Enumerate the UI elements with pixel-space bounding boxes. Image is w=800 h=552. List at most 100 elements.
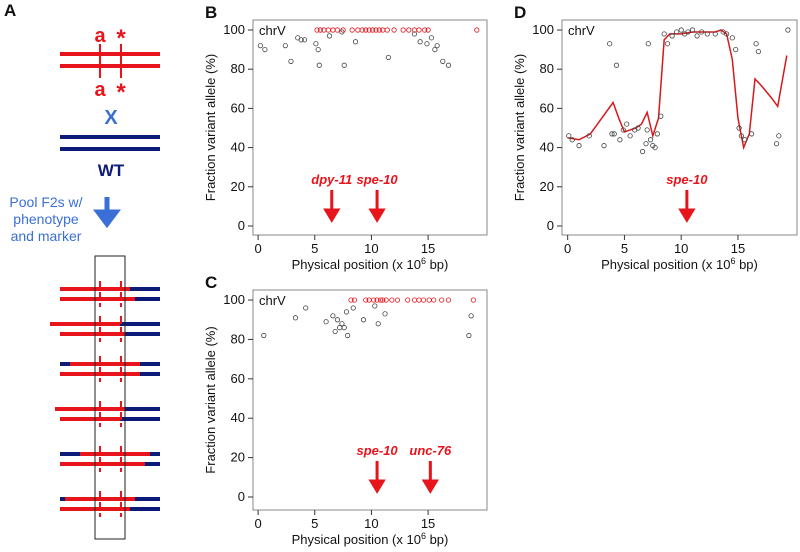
chromosome — [140, 372, 160, 376]
point — [292, 315, 299, 321]
point — [694, 33, 700, 39]
x-axis-label-part: bp) — [426, 257, 448, 272]
y-axis-label: Fraction variant allele (%) — [512, 54, 527, 201]
point — [678, 27, 684, 33]
point — [699, 29, 705, 35]
point — [422, 27, 428, 33]
point — [748, 131, 755, 137]
point — [343, 309, 350, 315]
point — [624, 121, 630, 127]
y-tick-label: 20 — [231, 179, 245, 194]
y-tick-label: 40 — [231, 140, 245, 155]
point — [644, 127, 650, 133]
diagram: A a * a * X WT Pool F2s w/ phenotype and… — [4, 1, 160, 540]
point — [643, 141, 649, 147]
point — [351, 297, 358, 303]
point — [424, 41, 430, 47]
x-axis-label-part: 6 — [421, 531, 426, 541]
point — [339, 321, 345, 327]
point — [313, 41, 319, 47]
point — [372, 303, 378, 309]
chromosome — [130, 507, 160, 511]
chromosome — [60, 64, 160, 68]
point — [576, 143, 582, 149]
x-tick-label: 0 — [254, 241, 261, 256]
panel-label: D — [514, 3, 526, 22]
chromosome — [55, 407, 125, 411]
point — [411, 31, 418, 37]
point — [380, 297, 386, 303]
point — [742, 137, 748, 143]
point — [755, 48, 762, 55]
point — [425, 27, 431, 33]
x-axis-label: Physical position (x 106 bp) — [292, 531, 449, 547]
x-tick-label: 5 — [311, 241, 318, 256]
point — [334, 317, 341, 323]
gene-arrow — [678, 189, 696, 223]
point — [282, 43, 288, 49]
cross-label: X — [104, 107, 118, 129]
point — [332, 328, 338, 335]
point — [773, 141, 780, 147]
point — [729, 35, 735, 41]
point — [405, 297, 411, 303]
chromosome-label: chrV — [259, 293, 286, 308]
point — [411, 297, 418, 303]
x-axis-label-part: 6 — [730, 256, 735, 266]
point — [377, 297, 384, 303]
point — [474, 27, 480, 33]
point — [613, 62, 620, 68]
x-axis-label-part: 6 — [421, 256, 426, 266]
point — [262, 46, 268, 53]
point — [394, 297, 401, 303]
x-axis-label-part: bp) — [735, 257, 757, 272]
point — [355, 27, 361, 33]
gene-label: unc-76 — [409, 443, 452, 458]
point — [391, 27, 397, 33]
y-tick-label: 60 — [540, 100, 554, 115]
panel-label: B — [205, 3, 217, 22]
chromosome — [145, 462, 160, 466]
point — [724, 31, 730, 37]
x-tick-label: 0 — [254, 516, 261, 531]
point — [712, 31, 718, 37]
x-tick-label: 15 — [731, 241, 745, 256]
point — [298, 37, 304, 43]
x-axis-label-part: Physical position (x 10 — [601, 257, 730, 272]
point — [569, 137, 575, 143]
x-axis-label: Physical position (x 106 bp) — [601, 256, 758, 272]
y-tick-label: 80 — [540, 61, 554, 76]
chromosome — [60, 462, 160, 466]
allele-label: a — [94, 79, 106, 101]
point — [325, 27, 331, 33]
chromosome — [125, 332, 160, 336]
region-box — [94, 255, 126, 540]
point — [652, 144, 658, 151]
chromosome — [80, 452, 150, 456]
point — [620, 127, 626, 133]
point — [434, 43, 440, 49]
point — [445, 62, 452, 68]
point — [611, 131, 617, 137]
chromosome — [60, 332, 160, 336]
point — [654, 131, 660, 137]
point — [609, 131, 615, 137]
point — [257, 43, 263, 49]
allele-label: * — [116, 79, 126, 106]
pool-text: phenotype — [13, 211, 79, 227]
point — [330, 27, 336, 33]
y-tick-label: 20 — [540, 179, 554, 194]
chromosome — [60, 507, 160, 511]
recombinants — [50, 281, 160, 517]
point — [375, 321, 381, 327]
y-tick-label: 80 — [231, 331, 245, 346]
point — [432, 46, 438, 53]
point — [383, 297, 389, 303]
point — [685, 29, 691, 35]
point — [627, 133, 633, 139]
point — [350, 305, 356, 311]
point — [640, 148, 646, 155]
chromosome — [50, 322, 120, 326]
point — [431, 297, 437, 303]
